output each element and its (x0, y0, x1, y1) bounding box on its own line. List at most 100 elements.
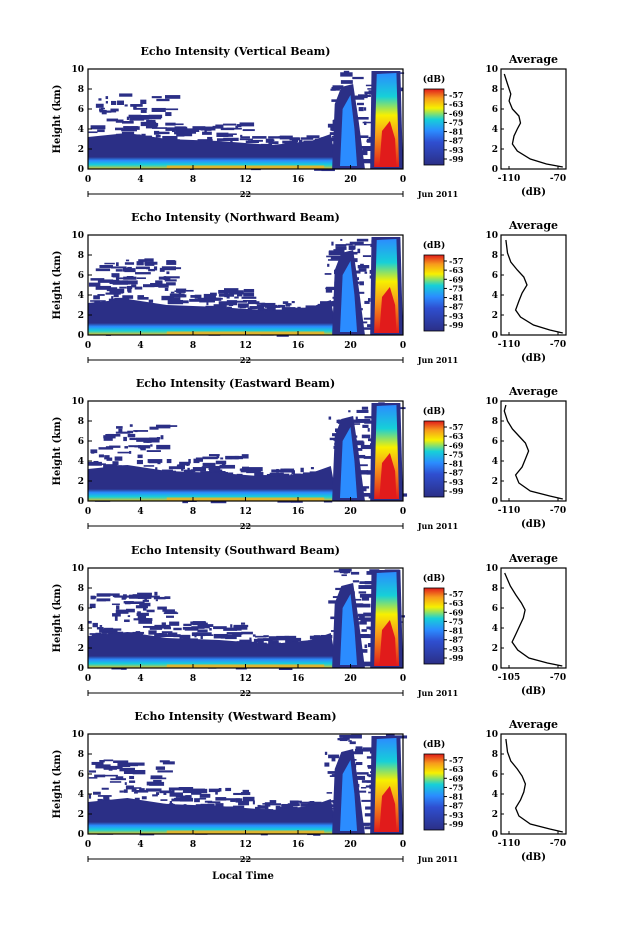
echo-cell (166, 615, 174, 618)
echo-cell (275, 638, 280, 641)
echo-cell (90, 596, 97, 599)
echo-cell (161, 295, 171, 301)
echo-cell (328, 250, 341, 253)
colorbar-tick-label: -93 (449, 477, 464, 487)
echo-cell (213, 633, 228, 639)
echo-cell (118, 428, 123, 433)
echo-cell (279, 135, 293, 140)
echo-cell (234, 296, 239, 299)
echo-cell (114, 595, 130, 598)
y-tick-label: 8 (78, 85, 84, 95)
echo-tower-2-max (379, 453, 397, 499)
echo-cell (226, 127, 242, 130)
colorbar (423, 753, 445, 831)
chart-panel-5: Echo Intensity (Westward Beam) 0 2 4 6 8 10 Hei… (52, 710, 567, 864)
echo-cell (106, 457, 113, 461)
x-tick-label: 8 (190, 674, 196, 684)
echo-cell (366, 571, 376, 575)
echo-cell (236, 292, 243, 297)
echo-cell (105, 446, 110, 448)
y-tick-label: 6 (78, 604, 84, 614)
heatmap-data (88, 237, 403, 337)
echo-cell (146, 609, 155, 613)
echo-cell (262, 302, 265, 307)
average-x-tick-label: -105 (498, 673, 521, 683)
echo-cell (226, 295, 230, 299)
echo-cell (286, 303, 292, 306)
y-tick-label: 8 (78, 584, 84, 594)
echo-cell (166, 271, 170, 275)
echo-cell (202, 456, 218, 460)
echo-cell (241, 454, 249, 459)
echo-cell (129, 780, 136, 783)
echo-cell (213, 626, 227, 630)
echo-cell (239, 304, 246, 309)
colorbar-tick-label: -99 (449, 486, 464, 496)
echo-cell (357, 265, 370, 269)
echo-cell (148, 299, 154, 303)
echo-cell (110, 593, 120, 596)
x-tick-label: 0 (400, 674, 406, 684)
colorbar-tick-label: -75 (449, 616, 463, 626)
echo-tower-2-max (379, 121, 397, 167)
echo-cell (102, 774, 118, 777)
echo-cell (165, 122, 176, 126)
average-y-tick-label: 8 (492, 750, 498, 760)
average-x-tick-label: -110 (498, 340, 521, 350)
echo-cell (119, 767, 136, 772)
echo-cell (126, 116, 130, 120)
echo-cell (127, 433, 136, 438)
echo-cell (148, 268, 155, 272)
echo-cell (173, 634, 181, 638)
y-axis-label: Height (km) (52, 251, 63, 320)
echo-cell (215, 803, 224, 808)
echo-cell (268, 640, 279, 645)
echo-cell (200, 803, 215, 807)
echo-cell (200, 634, 203, 640)
echo-cell (277, 304, 286, 308)
echo-cell (228, 304, 234, 307)
average-profile-line (505, 738, 563, 833)
echo-cell (127, 615, 131, 618)
echo-cell (287, 803, 300, 807)
echo-cell (328, 416, 332, 420)
echo-cell (186, 462, 189, 467)
echo-cell (257, 475, 272, 478)
echo-cell (107, 628, 122, 631)
echo-cell (115, 277, 129, 280)
echo-cell (349, 741, 356, 745)
colorbar-tick-label: -87 (449, 136, 463, 146)
echo-cell (223, 123, 237, 126)
echo-cell (350, 571, 360, 575)
echo-cell (240, 136, 250, 139)
echo-cell (264, 802, 271, 807)
echo-cell (142, 625, 156, 628)
echo-cell (218, 301, 230, 306)
echo-cell (183, 469, 196, 473)
echo-cell (112, 613, 121, 617)
echo-cell (268, 136, 281, 139)
echo-cell (158, 632, 164, 636)
echo-cell (246, 469, 261, 474)
echo-cell (234, 455, 243, 460)
average-y-tick-label: 0 (492, 165, 498, 175)
echo-cell (348, 740, 352, 742)
echo-cell (88, 131, 98, 134)
echo-cell (225, 634, 237, 640)
echo-cell (111, 296, 114, 300)
echo-cell (291, 301, 295, 304)
colorbar-tick-label: -87 (449, 635, 463, 645)
echo-cell (281, 803, 294, 808)
echo-cell (285, 638, 299, 643)
echo-cell (94, 774, 106, 778)
echo-cell (220, 457, 224, 460)
echo-cell (89, 603, 96, 609)
y-tick-label: 4 (78, 790, 84, 800)
echo-cell (202, 462, 216, 467)
echo-cell (141, 796, 147, 800)
echo-cell (268, 141, 279, 145)
echo-cell (362, 424, 369, 428)
echo-cell (253, 638, 259, 643)
echo-cell (225, 455, 239, 460)
